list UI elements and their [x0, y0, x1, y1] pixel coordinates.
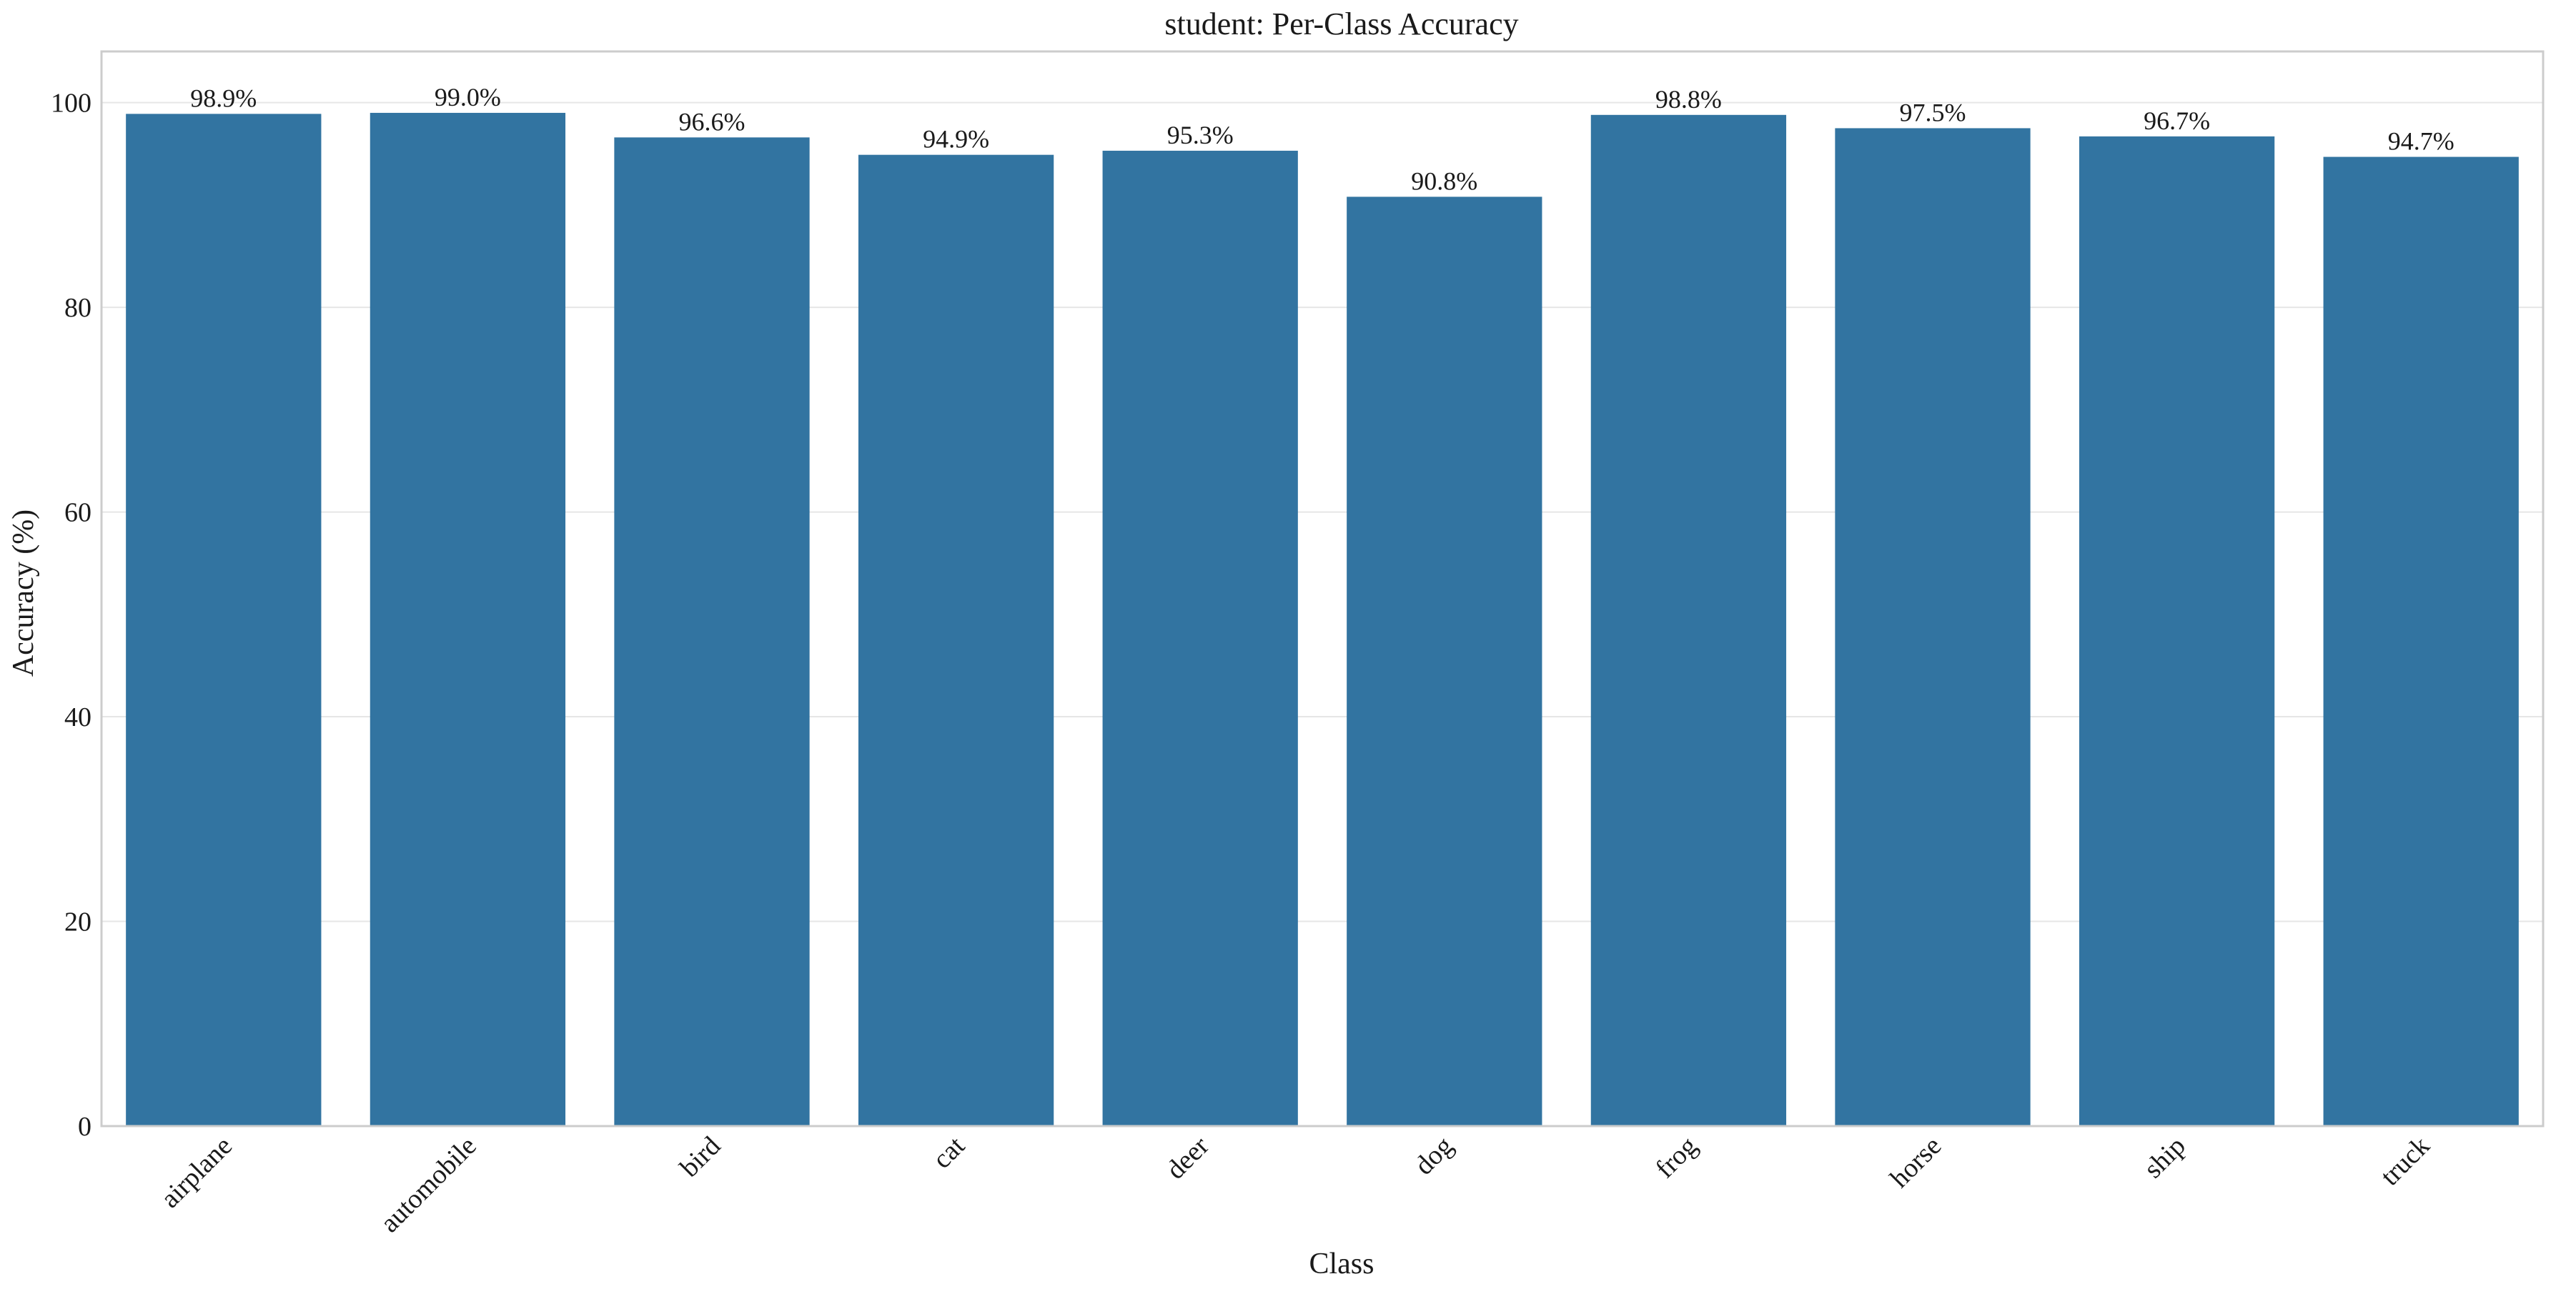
data-label-ship: 96.7%	[2144, 106, 2210, 135]
x-axis-ticks: airplane automobile bird cat deer dog frog hors…	[155, 1130, 2436, 1238]
data-labels: 98.9% 99.0% 96.6% 94.9% 95.3% 90.8% 98.8% 97.5%…	[190, 83, 2454, 195]
bar-cat	[858, 154, 1054, 1127]
bar-airplane	[126, 114, 322, 1126]
chart-title: student: Per-Class Accuracy	[1164, 6, 1518, 41]
y-tick-label: 20	[64, 907, 91, 937]
x-tick-label-dog: dog	[1409, 1131, 1459, 1181]
bars	[126, 112, 2519, 1127]
x-tick-label-automobile: automobile	[375, 1131, 482, 1239]
x-tick-label-ship: ship	[2138, 1131, 2191, 1185]
bar-automobile	[370, 112, 566, 1126]
bar-truck	[2323, 156, 2519, 1126]
data-label-frog: 98.8%	[1655, 85, 1722, 114]
data-label-cat: 94.9%	[923, 125, 989, 154]
data-label-bird: 96.6%	[679, 107, 745, 136]
x-tick-label-deer: deer	[1161, 1130, 1215, 1185]
data-label-automobile: 99.0%	[435, 83, 501, 111]
x-tick-label-truck: truck	[2375, 1131, 2436, 1192]
data-label-truck: 94.7%	[2388, 127, 2454, 156]
x-tick-label-airplane: airplane	[155, 1131, 238, 1214]
y-tick-label: 40	[64, 702, 91, 732]
y-axis-label: Accuracy (%)	[7, 509, 40, 677]
y-axis-ticks: 0 20 40 60 80 100	[51, 89, 91, 1142]
bar-deer	[1102, 150, 1298, 1127]
bar-horse	[1835, 128, 2031, 1126]
y-tick-label: 60	[64, 498, 91, 528]
bar-dog	[1347, 196, 1542, 1127]
x-tick-label-frog: frog	[1650, 1131, 1703, 1184]
bar-frog	[1590, 114, 1787, 1126]
x-tick-label-horse: horse	[1884, 1131, 1947, 1194]
x-tick-label-bird: bird	[674, 1131, 726, 1183]
x-tick-label-cat: cat	[927, 1130, 971, 1174]
data-label-dog: 90.8%	[1411, 166, 1477, 195]
bar-bird	[614, 137, 810, 1126]
x-axis-label: Class	[1309, 1248, 1374, 1280]
data-label-horse: 97.5%	[1900, 98, 1966, 126]
y-tick-label: 0	[78, 1112, 91, 1142]
bar-ship	[2079, 136, 2275, 1127]
data-label-deer: 95.3%	[1167, 121, 1234, 149]
data-label-airplane: 98.9%	[190, 84, 257, 112]
axes-frame	[100, 50, 2545, 1128]
y-tick-label: 80	[64, 293, 91, 323]
y-tick-label: 100	[51, 89, 91, 119]
